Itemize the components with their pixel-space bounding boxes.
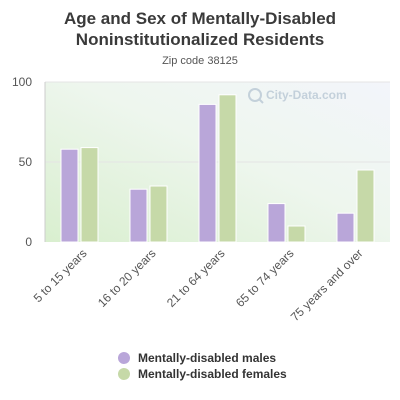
y-tick-label: 50 xyxy=(19,155,33,169)
bars xyxy=(60,94,375,243)
legend-label-females: Mentally-disabled females xyxy=(138,367,287,381)
bar-males xyxy=(129,188,148,243)
chart-title: Age and Sex of Mentally-Disabled Noninst… xyxy=(0,8,400,50)
bar-females xyxy=(356,169,375,243)
watermark-search-icon xyxy=(248,88,262,102)
x-category-label: 75 years and over xyxy=(288,246,366,324)
legend-item-females: Mentally-disabled females xyxy=(118,366,287,382)
x-category-label: 65 to 74 years xyxy=(233,246,297,310)
y-tick-label: 100 xyxy=(12,75,32,89)
legend-swatch-males xyxy=(118,352,130,364)
x-category-label: 16 to 20 years xyxy=(95,246,159,310)
legend-label-males: Mentally-disabled males xyxy=(138,351,277,365)
bar-females xyxy=(80,147,99,243)
y-tick-label: 0 xyxy=(25,235,32,249)
x-category-label: 21 to 64 years xyxy=(164,246,228,310)
bar-males xyxy=(336,212,355,243)
bar-females xyxy=(218,94,237,243)
chart-title-line-2: Noninstitutionalized Residents xyxy=(75,30,325,49)
bar-females xyxy=(287,225,306,243)
chart-subtitle: Zip code 38125 xyxy=(162,55,238,67)
grid-lines xyxy=(45,81,390,163)
x-category-label: 5 to 15 years xyxy=(31,246,90,305)
bar-males xyxy=(198,103,217,243)
bar-males xyxy=(267,203,286,243)
legend: Mentally-disabled males Mentally-disable… xyxy=(118,350,287,382)
legend-swatch-females xyxy=(118,368,130,380)
watermark-text: City-Data.com xyxy=(266,88,347,102)
watermark: City-Data.com xyxy=(248,88,347,104)
chart-title-line-1: Age and Sex of Mentally-Disabled xyxy=(63,9,337,28)
legend-item-males: Mentally-disabled males xyxy=(118,350,287,366)
bar-females xyxy=(149,185,168,243)
bar-males xyxy=(60,148,79,243)
